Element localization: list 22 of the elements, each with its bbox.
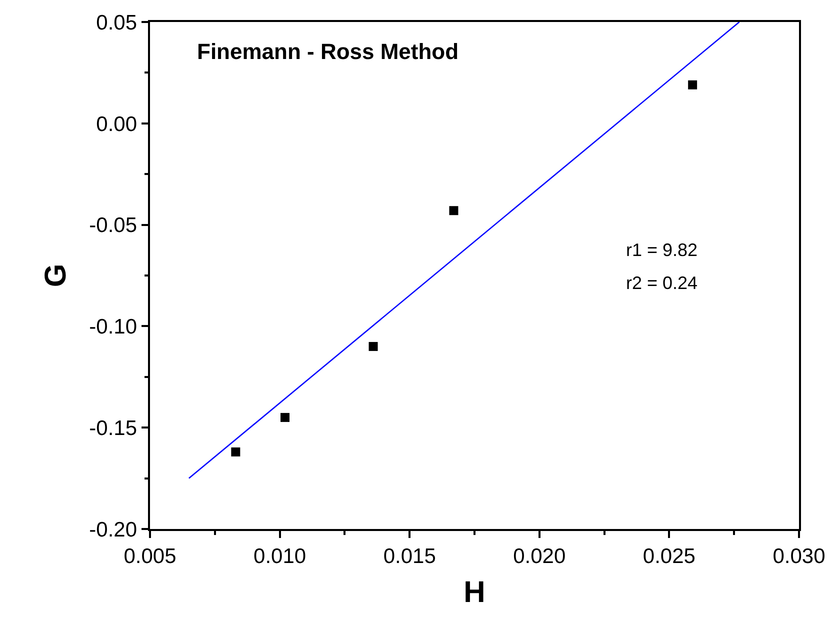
point [368, 342, 378, 351]
point [280, 412, 290, 422]
point [449, 206, 458, 216]
y-axis-title: G [40, 264, 73, 288]
x-tick-label: 0.025 [642, 544, 696, 568]
y-tick-label: -0.20 [89, 518, 138, 542]
y-tick-label: -0.10 [89, 316, 138, 339]
x-axis-title: H [464, 576, 486, 609]
point [688, 80, 698, 90]
annotation: r1 = 9.82 [626, 240, 698, 260]
x-tick-label: 0.030 [772, 544, 826, 568]
point [231, 447, 240, 456]
annotation: r2 = 0.24 [626, 273, 698, 293]
text: Finemann - Ross Method [197, 39, 459, 64]
y-tick-label: -0.15 [89, 416, 138, 440]
x-tick-label: 0.010 [254, 544, 306, 568]
x-tick-label: 0.020 [513, 544, 566, 568]
x-tick-label: 0.005 [124, 544, 176, 568]
y-tick-label: 0.05 [96, 11, 138, 34]
x-tick-label: 0.015 [383, 544, 436, 568]
y-tick-label: 0.00 [96, 112, 138, 136]
y-tick-label: -0.05 [89, 214, 138, 238]
